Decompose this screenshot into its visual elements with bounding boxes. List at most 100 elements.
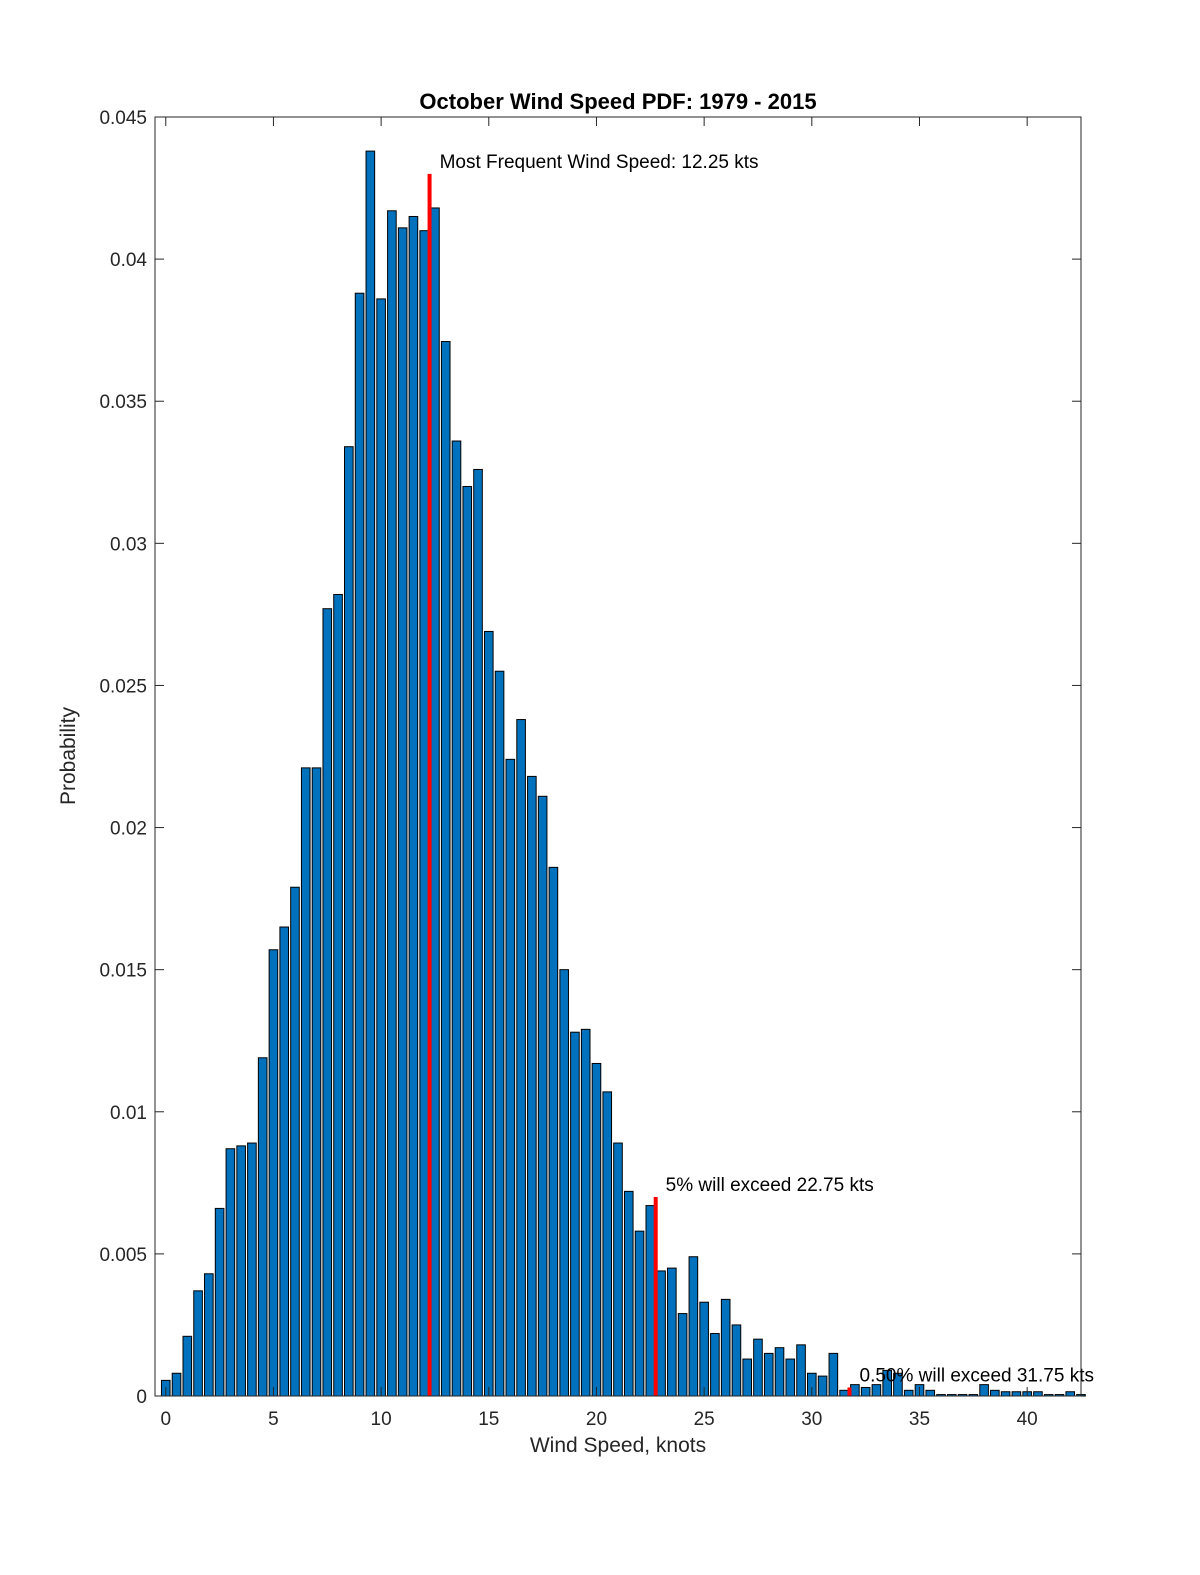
x-tick-label: 35 — [909, 1409, 930, 1430]
y-tick-label: 0 — [136, 1387, 147, 1408]
y-tick-label: 0.04 — [110, 250, 147, 271]
bar — [742, 1358, 753, 1397]
marker-annotation: 5% will exceed 22.75 kts — [666, 1175, 874, 1196]
bar — [365, 150, 376, 1397]
bars-group — [160, 150, 1086, 1397]
y-tick-label: 0.025 — [99, 676, 147, 697]
bar — [602, 1091, 613, 1397]
bar — [774, 1347, 785, 1397]
y-tick-label: 0.005 — [99, 1245, 147, 1266]
bar — [440, 341, 451, 1397]
bar — [257, 1057, 268, 1397]
bar — [516, 719, 526, 1397]
x-tick-label: 5 — [268, 1409, 279, 1430]
bar — [473, 468, 483, 1397]
bar — [753, 1338, 763, 1397]
bar — [408, 215, 419, 1397]
x-tick-label: 15 — [478, 1409, 499, 1430]
x-tick-label: 0 — [160, 1409, 171, 1430]
bar — [688, 1256, 699, 1397]
bar — [677, 1313, 688, 1397]
bar — [570, 1031, 580, 1397]
x-axis: 0 5 10 15 20 25 30 35 40 — [160, 117, 1038, 1430]
bar — [430, 207, 440, 1397]
bar — [656, 1270, 666, 1397]
plot-frame — [154, 116, 1082, 1397]
bar — [322, 608, 333, 1397]
bar — [710, 1332, 720, 1397]
marker-annotation: Most Frequent Wind Speed: 12.25 kts — [440, 152, 759, 173]
bar — [300, 767, 311, 1397]
chart-title: October Wind Speed PDF: 1979 - 2015 — [419, 89, 816, 114]
x-tick-label: 30 — [801, 1409, 822, 1430]
y-tick-label: 0.045 — [99, 108, 147, 129]
bar — [225, 1148, 236, 1397]
bar — [279, 926, 290, 1397]
x-tick-label: 10 — [371, 1409, 392, 1430]
bar — [419, 230, 429, 1397]
y-tick-label: 0.035 — [99, 392, 147, 413]
y-tick-label: 0.02 — [110, 819, 147, 840]
bar — [505, 758, 516, 1397]
y-axis: 0 0.005 0.01 0.015 0.02 0.025 0.03 0.035 0.04 0.0… — [99, 108, 1081, 1408]
bar — [559, 969, 569, 1397]
bar — [451, 440, 462, 1397]
bar — [903, 1389, 914, 1397]
bar — [828, 1352, 839, 1397]
bar — [236, 1145, 246, 1397]
marker-annotation: 0.50% will exceed 31.75 kts — [860, 1365, 1094, 1386]
bar — [204, 1273, 214, 1397]
bar — [645, 1205, 656, 1397]
bar — [527, 775, 537, 1397]
bar — [860, 1386, 871, 1397]
bar — [548, 866, 559, 1397]
bar — [344, 446, 354, 1397]
bar — [796, 1344, 806, 1397]
bar — [850, 1384, 860, 1397]
bar — [354, 292, 365, 1397]
bar — [387, 210, 397, 1397]
y-tick-label: 0.01 — [110, 1103, 147, 1124]
bar — [1011, 1391, 1022, 1397]
bar — [290, 886, 300, 1397]
y-tick-label: 0.015 — [99, 961, 147, 982]
bar — [494, 670, 505, 1397]
bar — [193, 1290, 203, 1397]
bar — [268, 949, 279, 1397]
bar — [171, 1372, 182, 1397]
y-axis-label: Probability — [57, 706, 80, 805]
x-tick-label: 20 — [586, 1409, 607, 1430]
bar — [483, 630, 494, 1397]
bar — [580, 1028, 591, 1397]
bar — [785, 1358, 796, 1397]
bar — [214, 1207, 225, 1397]
bar — [839, 1389, 849, 1397]
y-tick-label: 0.03 — [110, 534, 147, 555]
bar — [247, 1142, 257, 1397]
bar — [720, 1298, 731, 1397]
bar — [1033, 1391, 1043, 1397]
bar — [817, 1375, 828, 1397]
x-axis-label: Wind Speed, knots — [530, 1434, 706, 1457]
bar — [462, 485, 473, 1397]
bar — [613, 1142, 623, 1397]
bar — [731, 1324, 742, 1397]
bar — [990, 1389, 1000, 1397]
bar — [699, 1301, 709, 1397]
bar — [667, 1267, 677, 1397]
bar — [591, 1062, 602, 1397]
bar — [634, 1230, 645, 1397]
bar — [376, 298, 386, 1397]
bar — [763, 1352, 774, 1397]
bar — [623, 1190, 634, 1397]
bar — [182, 1335, 193, 1397]
bar — [333, 593, 343, 1397]
bar — [537, 795, 548, 1397]
x-tick-label: 25 — [694, 1409, 715, 1430]
bar — [397, 227, 408, 1397]
bar — [1065, 1391, 1076, 1397]
x-tick-label: 40 — [1017, 1409, 1038, 1430]
bar — [311, 767, 322, 1397]
bar — [1000, 1391, 1011, 1397]
